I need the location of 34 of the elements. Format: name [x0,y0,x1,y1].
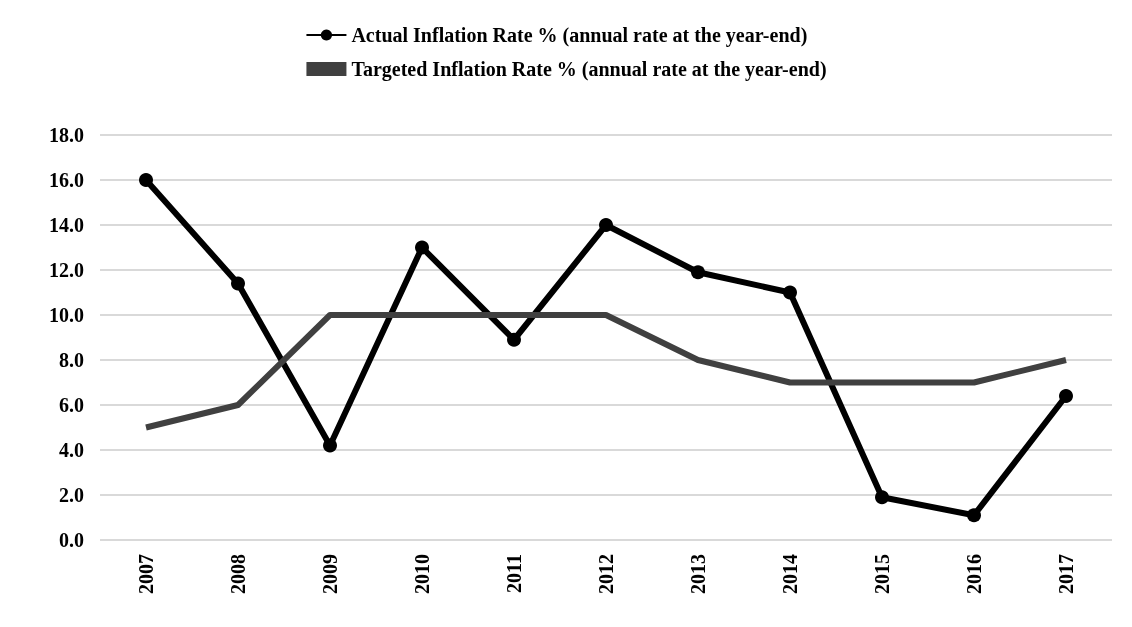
y-tick-label: 2.0 [59,484,84,506]
y-tick-label: 8.0 [59,349,84,371]
y-tick-label: 6.0 [59,394,84,416]
point [139,173,153,187]
y-tick-label: 16.0 [49,169,84,191]
point [691,265,705,280]
y-tick-label: 10.0 [49,304,84,326]
x-tick-label: 2010 [411,554,433,594]
x-tick-label: 2014 [779,554,801,594]
y-tick-label: 0.0 [59,529,84,551]
y-tick-label: 14.0 [49,214,84,236]
y-tick-label: 4.0 [59,439,84,461]
point [1059,389,1073,403]
point [323,438,337,453]
x-tick-label: 2012 [595,554,617,594]
x-tick-label: 2013 [687,554,709,594]
x-tick-label: 2017 [1055,554,1077,594]
y-tick-label: 18.0 [49,124,84,146]
x-tick-label: 2016 [963,554,985,594]
y-tick-label: 12.0 [49,259,84,281]
point [875,490,889,505]
point [415,240,429,255]
x-tick-label: 2015 [871,554,893,594]
legend-label: Targeted Inflation Rate % (annual rate at the year-end) [351,58,827,81]
point [599,218,613,232]
x-tick-label: 2008 [227,554,249,594]
x-tick-label: 2011 [503,554,525,593]
legend-label: Actual Inflation Rate % (annual rate at the year-end) [351,24,808,47]
x-tick-label: 2009 [319,554,341,594]
point [507,332,521,347]
point [967,508,981,523]
point [231,276,245,291]
x-tick-label: 2007 [135,554,157,594]
point [783,285,797,300]
